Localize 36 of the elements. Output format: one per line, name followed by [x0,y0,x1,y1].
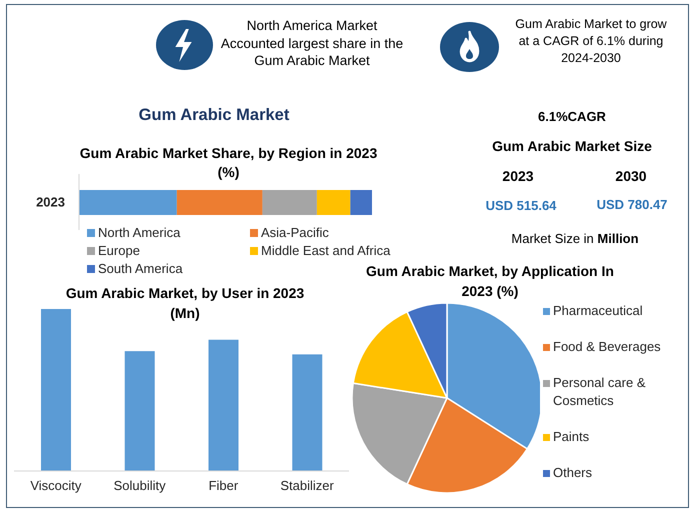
bar [262,190,317,215]
bar [208,340,238,471]
text: Market Size in Million [511,231,639,246]
chart-title: Gum Arabic Market Share, by Region in 2023 (%) [80,145,378,180]
legend-label: North America [98,224,180,242]
bar [316,190,350,215]
legend-label: Europe [98,242,140,260]
text: North America Market Accounted largest share in the Gum Arabic Market [220,18,404,68]
bar [41,309,71,471]
text: 2030 [615,168,647,184]
text: Gum Arabic Market [138,106,290,124]
legend-label: Personal care & Cosmetics [553,375,646,408]
bar [79,190,177,215]
legend-label: Middle East and Africa [261,242,390,260]
text: 6.1%CAGR [538,109,606,124]
legend-label: Paints [553,429,590,444]
x-tick-label: Fiber [208,478,239,494]
text: 2023 [502,168,534,184]
legend-label: South America [98,260,183,278]
text: Gum Arabic Market Size [492,138,652,154]
bar [350,190,372,215]
bar [124,351,155,471]
x-tick-label: Stabilizer [280,478,335,494]
bar [176,190,262,215]
text: USD 780.47 [596,197,668,212]
bar [292,354,322,471]
legend-label: Asia-Pacific [261,224,329,242]
x-tick-label: Viscocity [30,478,82,494]
x-tick-label: Solubility [114,478,166,494]
legend-label: Pharmaceutical [553,303,643,318]
text: Gum Arabic Market to grow at a CAGR of 6.1% during 2024-2030 [515,16,667,64]
text: USD 515.64 [486,198,556,213]
chart-title: Gum Arabic Market, by User in 2023 (Mn) [66,285,304,321]
legend-label: Food & Beverages [553,339,661,354]
chart-title: Gum Arabic Market, by Application In 2023 (%) [366,263,614,299]
legend-label: Others [553,465,592,480]
